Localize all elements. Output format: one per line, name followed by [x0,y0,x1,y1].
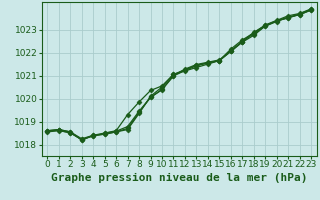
X-axis label: Graphe pression niveau de la mer (hPa): Graphe pression niveau de la mer (hPa) [51,173,308,183]
